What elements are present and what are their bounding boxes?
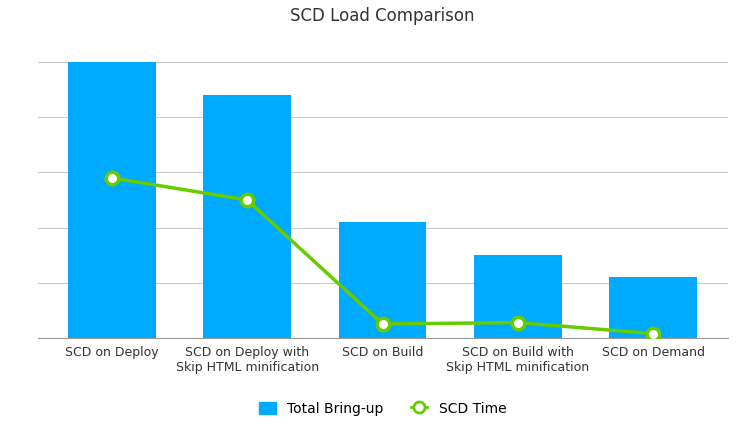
Legend: Total Bring-up, SCD Time: Total Bring-up, SCD Time <box>259 402 506 416</box>
Bar <box>68 62 156 338</box>
Bar <box>474 255 562 338</box>
Bar <box>338 222 427 338</box>
Bar <box>609 277 697 338</box>
Bar <box>203 95 291 338</box>
Title: SCD Load Comparison: SCD Load Comparison <box>290 7 475 25</box>
